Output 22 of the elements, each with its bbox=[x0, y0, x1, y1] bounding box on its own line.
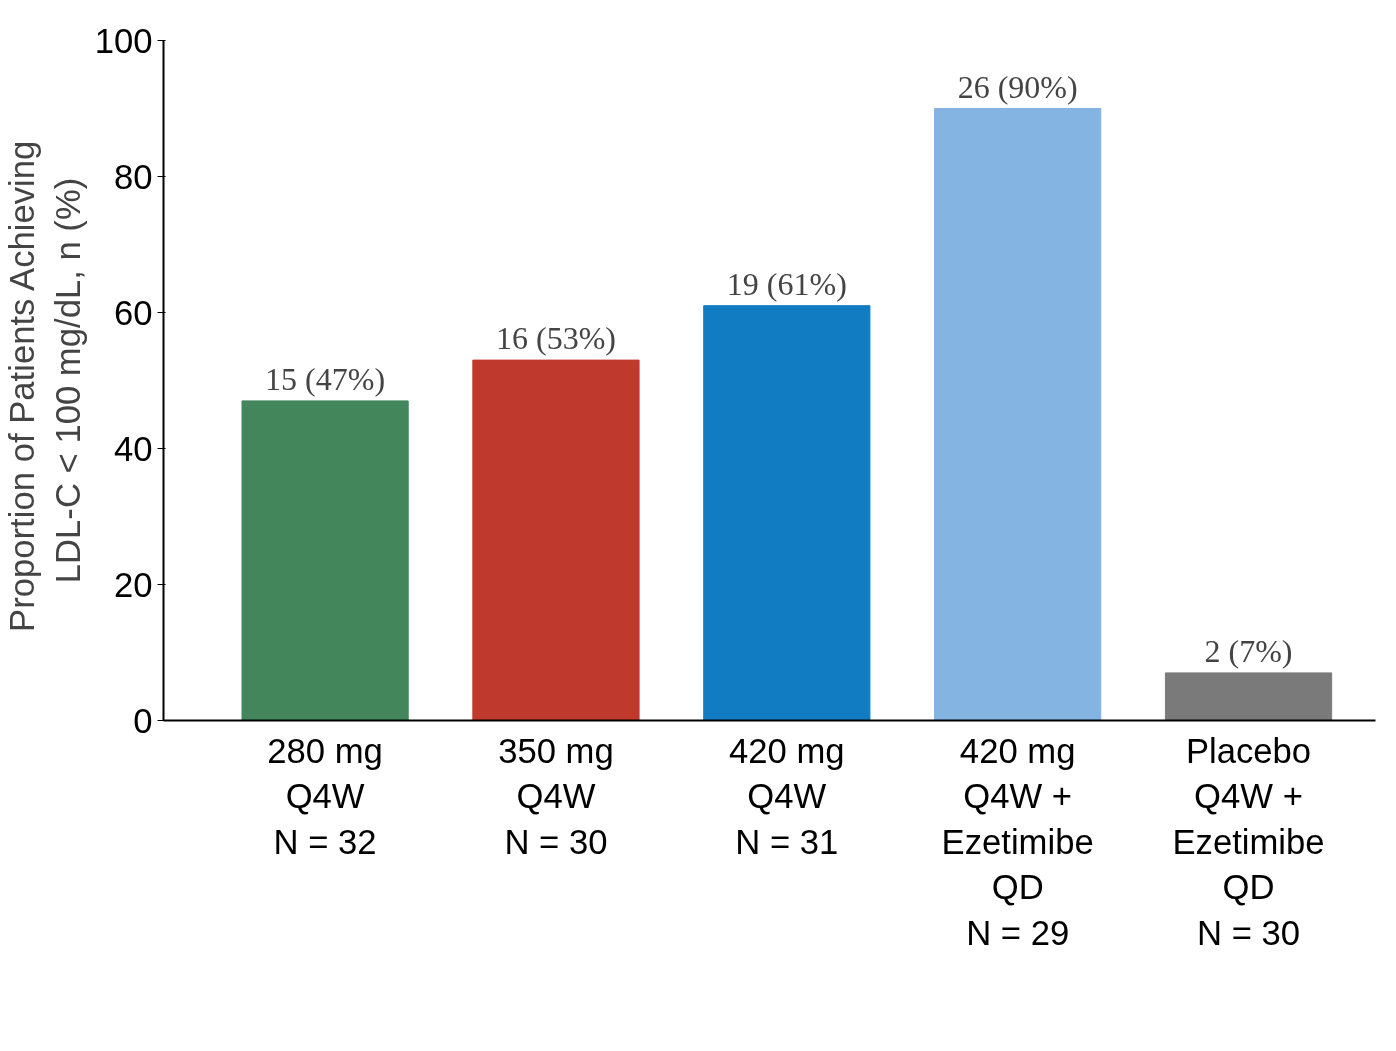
data-label: 19 (61%) bbox=[726, 265, 847, 302]
bar bbox=[1164, 672, 1333, 721]
bar bbox=[934, 108, 1102, 721]
y-tick-label: 80 bbox=[113, 157, 153, 196]
bar bbox=[703, 305, 871, 721]
data-label: 15 (47%) bbox=[265, 360, 386, 397]
bar bbox=[241, 400, 409, 721]
bar bbox=[472, 359, 640, 721]
x-tick-label: 420 mg Q4W + Ezetimibe QD N = 29 bbox=[941, 731, 1094, 952]
x-tick-label: 420 mg Q4W N = 31 bbox=[729, 731, 845, 861]
data-label: 16 (53%) bbox=[495, 320, 616, 357]
x-tick-label: 350 mg Q4W N = 30 bbox=[498, 731, 614, 861]
y-tick-label: 60 bbox=[113, 293, 153, 332]
y-axis-title: Proportion of Patients Achieving LDL-C < 100 mg/dL, n (%) bbox=[3, 140, 87, 632]
y-tick-label: 0 bbox=[133, 701, 153, 740]
x-tick-label: Placebo Q4W + Ezetimibe QD N = 30 bbox=[1172, 731, 1325, 952]
x-tick-label: 280 mg Q4W N = 32 bbox=[267, 731, 383, 861]
data-label: 2 (7%) bbox=[1204, 632, 1293, 669]
y-tick-label: 100 bbox=[94, 21, 153, 60]
data-label: 26 (90%) bbox=[957, 68, 1078, 105]
y-tick-label: 40 bbox=[113, 429, 153, 468]
y-tick-label: 20 bbox=[113, 565, 153, 604]
